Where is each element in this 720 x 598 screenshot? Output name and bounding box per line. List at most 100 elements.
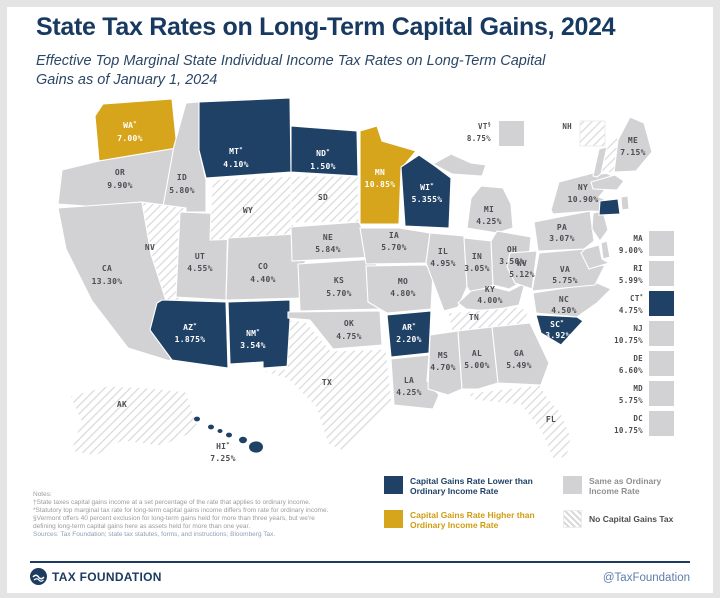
- state-label-MT: MT*: [229, 147, 243, 156]
- state-MT: [198, 97, 292, 179]
- state-value-IN: 3.05%: [464, 264, 490, 273]
- brand-lockup: TAX FOUNDATION: [30, 568, 162, 585]
- state-value-MN: 10.85%: [365, 180, 396, 189]
- state-label-CO: CO: [258, 262, 268, 271]
- state-label-ID: ID: [177, 173, 187, 182]
- state-value-ME: 7.15%: [620, 148, 646, 157]
- state-label-HI: HI*: [216, 442, 230, 451]
- state-IL: [425, 232, 468, 312]
- state-swatch-RI: [649, 261, 674, 286]
- state-MD: [580, 244, 611, 270]
- legend-label-none: No Capital Gains Tax: [589, 510, 673, 524]
- page-title: State Tax Rates on Long-Term Capital Gai…: [36, 13, 616, 41]
- state-label-DE: DE: [633, 354, 643, 363]
- state-value-LA: 4.25%: [396, 388, 422, 397]
- state-swatch-VT: [499, 121, 524, 146]
- state-value-MI: 4.25%: [476, 217, 502, 226]
- legend-same-line2: Income Rate: [589, 486, 640, 496]
- legend-same-line1: Same as Ordinary: [589, 476, 662, 486]
- state-label-AL: AL: [472, 349, 482, 358]
- state-swatch-CT: [649, 291, 674, 316]
- state-label-TX: TX: [322, 378, 332, 387]
- state-value-DE: 6.60%: [619, 366, 643, 375]
- state-label-VT: VT§: [478, 122, 491, 131]
- state-AR: [386, 310, 432, 358]
- state-swatch-NH: [579, 120, 606, 147]
- state-NC: [532, 282, 612, 318]
- state-FL: [469, 384, 572, 460]
- subtitle-line-2: Gains as of January 1, 2024: [36, 72, 218, 88]
- state-label-NJ: NJ: [633, 324, 643, 333]
- state-value-KS: 5.70%: [326, 289, 352, 298]
- state-label-ND: ND*: [316, 149, 330, 158]
- note-section-1: §Vermont offers 40 percent exclusion for…: [33, 515, 315, 523]
- state-OR: [57, 147, 178, 213]
- state-label-MD: MD: [633, 384, 643, 393]
- state-label-IL: IL: [438, 247, 448, 256]
- state-RI: [620, 195, 630, 211]
- state-label-SC: SC*: [550, 320, 564, 329]
- sources-line: Sources: Tax Foundation; state tax statu…: [33, 531, 276, 539]
- state-WI: [400, 154, 452, 229]
- state-label-CA: CA: [102, 264, 112, 273]
- state-swatch-MA: [649, 231, 674, 256]
- state-label-WY: WY: [243, 206, 253, 215]
- state-AL: [457, 326, 499, 390]
- state-label-AK: AK: [117, 400, 127, 409]
- legend-none-line1: No Capital Gains Tax: [589, 514, 674, 524]
- state-label-OK: OK: [344, 319, 354, 328]
- state-DE: [600, 240, 611, 260]
- state-value-MS: 4.70%: [430, 363, 456, 372]
- legend-swatch-none-icon: [563, 510, 582, 528]
- state-label-GA: GA: [514, 349, 524, 358]
- legend-label-same: Same as Ordinary Income Rate: [589, 476, 661, 496]
- notes-heading: Notes:: [33, 491, 52, 498]
- state-AZ: [149, 299, 229, 369]
- legend-label-higher: Capital Gains Rate Higher than Ordinary …: [410, 510, 535, 530]
- state-ME: [613, 116, 653, 173]
- state-label-MS: MS: [438, 351, 448, 360]
- state-label-NM: NM*: [246, 329, 260, 338]
- state-value-VA: 5.75%: [552, 276, 578, 285]
- legend-item-lower: Capital Gains Rate Lower than Ordinary I…: [384, 476, 562, 496]
- state-value-ID: 5.80%: [169, 186, 195, 195]
- twitter-handle: @TaxFoundation: [602, 572, 690, 584]
- state-CT: [598, 198, 621, 216]
- state-label-ME: ME: [628, 136, 638, 145]
- state-swatch-NJ: [649, 321, 674, 346]
- state-value-MA: 9.00%: [619, 246, 643, 255]
- state-label-UT: UT: [195, 252, 205, 261]
- state-NM: [227, 299, 291, 369]
- note-asterisk: *Statutory top marginal tax rate for lon…: [33, 507, 329, 515]
- legend-item-none: No Capital Gains Tax: [563, 510, 703, 528]
- state-label-NC: NC: [559, 295, 569, 304]
- legend-swatch-higher-icon: [384, 510, 403, 528]
- state-label-RI: RI: [633, 264, 643, 273]
- state-label-NY: NY: [578, 183, 588, 192]
- state-label-WI: WI*: [420, 183, 434, 192]
- state-label-MA: MA: [633, 234, 643, 243]
- state-WA: [94, 98, 178, 162]
- state-value-SC: 3.92%: [545, 331, 571, 340]
- state-value-HI: 7.25%: [210, 454, 236, 463]
- state-swatch-DC: [649, 411, 674, 436]
- state-MO: [365, 264, 434, 314]
- state-label-MN: MN: [375, 168, 385, 177]
- state-label-TN: TN: [469, 313, 479, 322]
- state-value-NC: 4.50%: [551, 306, 577, 315]
- state-value-IA: 5.70%: [381, 243, 407, 252]
- state-value-VT: 8.75%: [467, 134, 491, 143]
- state-GA: [491, 322, 550, 386]
- note-section-2: defining long-term capital gains here as…: [33, 523, 251, 531]
- state-label-SD: SD: [318, 193, 328, 202]
- legend-item-higher: Capital Gains Rate Higher than Ordinary …: [384, 510, 562, 530]
- state-WV: [506, 250, 538, 290]
- legend-swatch-lower-icon: [384, 476, 403, 494]
- state-label-NE: NE: [323, 233, 333, 242]
- state-label-MI: MI: [484, 205, 494, 214]
- state-value-CA: 13.30%: [92, 277, 123, 286]
- state-swatch-DE: [649, 351, 674, 376]
- state-label-WA: WA*: [123, 121, 137, 130]
- legend-item-same: Same as Ordinary Income Rate: [563, 476, 695, 496]
